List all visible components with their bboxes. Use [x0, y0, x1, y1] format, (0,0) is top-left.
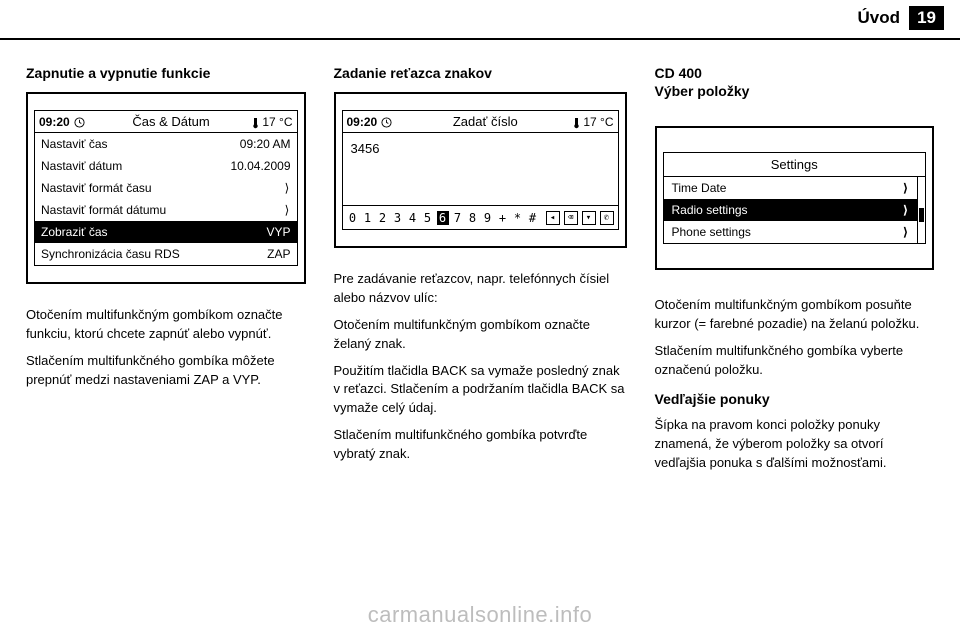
- lcd1-row: Nastaviť formát času ⟩: [35, 177, 297, 199]
- col1-p2: Stlačením multifunkčného gombíka môžete …: [26, 352, 306, 390]
- lcd-time-date: 09:20 Čas & Dátum 17 °C Nastaviť čas 09:2…: [26, 92, 306, 284]
- char-cell: 6: [437, 211, 449, 225]
- lcd1-topbar: 09:20 Čas & Dátum 17 °C: [35, 111, 297, 133]
- watermark: carmanualsonline.info: [0, 602, 960, 628]
- lcd1-row-value: 10.04.2009: [230, 159, 290, 173]
- lcd1-row-label: Synchronizácia času RDS: [41, 247, 180, 261]
- lcd1-row-value: ZAP: [267, 247, 290, 261]
- col1-heading: Zapnutie a vypnutie funkcie: [26, 64, 306, 82]
- lcd1-row: Zobraziť čas VYP: [35, 221, 297, 243]
- thermometer-icon: [251, 115, 260, 129]
- chevron-right-icon: ⟩: [283, 203, 290, 217]
- col3-p2: Stlačením multifunkčného gombíka vyberte…: [655, 342, 935, 380]
- clock-icon: [74, 115, 85, 129]
- col3-sub2: Vedľajšie ponuky: [655, 390, 935, 408]
- lcd-enter-number: 09:20 Zadať číslo 17 °C 3456 0123456789+…: [334, 92, 627, 248]
- char-cell: 7: [452, 211, 464, 225]
- lcd3-row-label: Phone settings: [672, 225, 751, 239]
- column-1: Zapnutie a vypnutie funkcie 09:20 Čas & …: [26, 64, 306, 586]
- col3-p3: Šípka na pravom konci položky ponuky zna…: [655, 416, 935, 473]
- input-action-icon: ▾: [582, 211, 596, 225]
- lcd3-scrollbar: [917, 177, 925, 243]
- lcd1-temp: 17 °C: [262, 115, 292, 129]
- lcd2-temp: 17 °C: [583, 115, 613, 129]
- lcd2-topbar: 09:20 Zadať číslo 17 °C: [343, 111, 618, 133]
- lcd1-row-label: Zobraziť čas: [41, 225, 108, 239]
- lcd1-row-value: 09:20 AM: [240, 137, 291, 151]
- column-3: CD 400 Výber položky Settings Time Date ⟩…: [655, 64, 935, 586]
- lcd1-row-value: VYP: [266, 225, 290, 239]
- lcd1-row: Nastaviť dátum 10.04.2009: [35, 155, 297, 177]
- lcd-settings: Settings Time Date⟩Radio settings⟩Phone …: [655, 126, 935, 270]
- char-cell: 9: [482, 211, 494, 225]
- lcd1-row: Nastaviť formát dátumu ⟩: [35, 199, 297, 221]
- col2-p2: Otočením multifunkčným gombíkom označte …: [334, 316, 627, 354]
- lcd3-row-label: Radio settings: [672, 203, 748, 217]
- col2-heading: Zadanie reťazca znakov: [334, 64, 627, 82]
- lcd1-row-label: Nastaviť dátum: [41, 159, 122, 173]
- lcd1-row-label: Nastaviť čas: [41, 137, 108, 151]
- column-2: Zadanie reťazca znakov 09:20 Zadať číslo…: [334, 64, 627, 586]
- page-header: Úvod 19: [0, 0, 960, 40]
- char-cell: 2: [377, 211, 389, 225]
- page-number: 19: [909, 6, 944, 30]
- lcd1-row: Nastaviť čas 09:20 AM: [35, 133, 297, 155]
- clock-icon: [381, 115, 392, 129]
- col2-p3: Použitím tlačidla BACK sa vymaže posledn…: [334, 362, 627, 419]
- lcd2-entered: 3456: [343, 133, 618, 205]
- char-cell: 0: [347, 211, 359, 225]
- lcd2-char-row: 0123456789+*# ◂ ⌫ ▾ ✆: [343, 205, 618, 229]
- char-cell: 3: [392, 211, 404, 225]
- char-cell: 1: [362, 211, 374, 225]
- col3-subheading: Výber položky: [655, 82, 935, 100]
- content-columns: Zapnutie a vypnutie funkcie 09:20 Čas & …: [26, 64, 934, 586]
- char-cell: 8: [467, 211, 479, 225]
- col3-p1: Otočením multifunkčným gombíkom posuňte …: [655, 296, 935, 334]
- lcd3-row: Time Date ⟩: [664, 177, 918, 199]
- lcd2-title: Zadať číslo: [398, 114, 572, 129]
- lcd1-time: 09:20: [39, 115, 70, 129]
- lcd1-row-label: Nastaviť formát času: [41, 181, 152, 195]
- chapter-title: Úvod: [858, 8, 901, 28]
- manual-page: Úvod 19 Zapnutie a vypnutie funkcie 09:2…: [0, 0, 960, 642]
- lcd3-row: Radio settings ⟩: [664, 199, 918, 221]
- char-cell: 5: [422, 211, 434, 225]
- thermometer-icon: [572, 115, 581, 129]
- chevron-right-icon: ⟩: [283, 181, 290, 195]
- input-action-icon: ◂: [546, 211, 560, 225]
- char-cell: *: [512, 211, 524, 225]
- col2-p1: Pre zadávanie reťazcov, napr. telefónnyc…: [334, 270, 627, 308]
- lcd3-title: Settings: [664, 153, 926, 177]
- chevron-right-icon: ⟩: [902, 225, 909, 239]
- input-action-icon: ✆: [600, 211, 614, 225]
- lcd1-row: Synchronizácia času RDS ZAP: [35, 243, 297, 265]
- lcd3-row: Phone settings ⟩: [664, 221, 918, 243]
- col3-model: CD 400: [655, 64, 935, 82]
- lcd1-title: Čas & Dátum: [91, 114, 252, 129]
- lcd1-row-label: Nastaviť formát dátumu: [41, 203, 166, 217]
- chevron-right-icon: ⟩: [902, 203, 909, 217]
- scrollbar-thumb: [919, 208, 924, 222]
- col1-p1: Otočením multifunkčným gombíkom označte …: [26, 306, 306, 344]
- char-cell: 4: [407, 211, 419, 225]
- chevron-right-icon: ⟩: [902, 181, 909, 195]
- col2-p4: Stlačením multifunkčného gombíka potvrďt…: [334, 426, 627, 464]
- char-cell: #: [527, 211, 539, 225]
- char-cell: +: [497, 211, 509, 225]
- lcd2-time: 09:20: [347, 115, 378, 129]
- lcd3-row-label: Time Date: [672, 181, 727, 195]
- input-action-icon: ⌫: [564, 211, 578, 225]
